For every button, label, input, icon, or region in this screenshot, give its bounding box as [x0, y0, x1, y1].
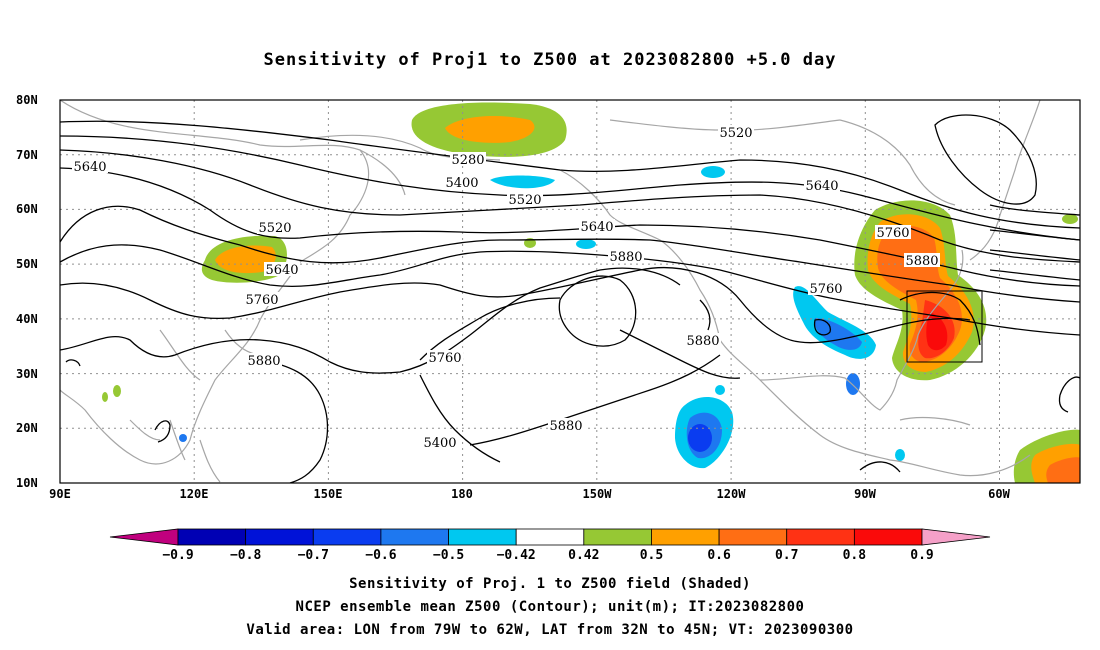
- colorbar-cell: [583, 528, 652, 546]
- colorbar-tick-label: 0.5: [640, 548, 663, 563]
- contour-label: 5520: [258, 221, 291, 236]
- contour-label: 5880: [905, 254, 938, 269]
- contour-label: 5880: [247, 354, 280, 369]
- colorbar-tick-label: −0.9: [162, 548, 193, 563]
- colorbar-arrow-left: [109, 528, 179, 546]
- lat-label: 10N: [16, 476, 38, 490]
- colorbar-tick-label: −0.8: [230, 548, 261, 563]
- colorbar-tick-label: −0.6: [365, 548, 396, 563]
- colorbar: −0.9 −0.8 −0.7 −0.6 −0.5 −0.42 0.42 0.5 0.6 0.7 0.…: [109, 528, 991, 563]
- contour-label: 5640: [73, 160, 106, 175]
- lon-label: 90E: [49, 487, 71, 501]
- contour-label: 5760: [876, 226, 909, 241]
- lat-label: 70N: [16, 148, 38, 162]
- lon-label: 150W: [583, 487, 613, 501]
- z500-contours: [60, 114, 1080, 483]
- colorbar-tick-label: 0.9: [910, 548, 933, 563]
- colorbar-cell: [651, 528, 720, 546]
- lat-labels: 80N 70N 60N 50N 40N 30N 20N 10N: [16, 93, 38, 490]
- colorbar-arrow-right: [921, 528, 991, 546]
- lon-label: 180: [451, 487, 473, 501]
- colorbar-cell: [718, 528, 788, 546]
- contour-label-bg: [246, 353, 282, 367]
- colorbar-cell: [515, 528, 585, 546]
- colorbar-tick-label: 0.8: [843, 548, 867, 563]
- lon-labels: 90E 120E 150E 180 150W 120W 90W 60W: [49, 487, 1010, 501]
- map-title: Sensitivity of Proj1 to Z500 at 20230828…: [263, 50, 837, 70]
- contour-label-bg: [804, 178, 840, 192]
- contour-label-bg: [875, 225, 911, 239]
- contour-label: 5400: [445, 176, 478, 191]
- caption-line-2: NCEP ensemble mean Z500 (Contour); unit(…: [295, 599, 805, 615]
- colorbar-cell: [312, 528, 382, 546]
- colorbar-cell: [853, 528, 923, 546]
- valid-area-box: [906, 290, 983, 363]
- contour-label: 5400: [423, 436, 456, 451]
- colorbar-cell: [177, 528, 247, 546]
- contour-label-bg: [718, 125, 754, 139]
- contour-label-bg: [579, 219, 615, 233]
- contour-label-bg: [444, 175, 480, 189]
- colorbar-tick-label: 0.7: [775, 548, 798, 563]
- lat-lon-gridlines: [60, 100, 1080, 483]
- contour-labels: 5640 5520 5640 5760 5880 5280 5400 5520 5640 5880…: [72, 125, 940, 451]
- contour-label-bg: [685, 333, 721, 347]
- contour-label: 5760: [428, 351, 461, 366]
- lat-label: 20N: [16, 421, 38, 435]
- contour-label-bg: [548, 418, 584, 432]
- contour-label: 5520: [508, 193, 541, 208]
- colorbar-cell: [245, 528, 314, 546]
- caption-block: Sensitivity of Proj. 1 to Z500 field (Sh…: [0, 573, 1100, 642]
- caption-line-3: Valid area: LON from 79W to 62W, LAT fro…: [246, 622, 854, 638]
- lon-label: 120E: [180, 487, 209, 501]
- contour-label-bg: [427, 350, 463, 364]
- contour-label-bg: [507, 192, 543, 206]
- contour-label-bg: [422, 435, 458, 449]
- colorbar-tick-label: 0.6: [707, 548, 731, 563]
- colorbar-tick-label: −0.42: [497, 548, 536, 563]
- lat-label: 60N: [16, 202, 38, 216]
- colorbar-cell: [380, 528, 449, 546]
- lat-label: 30N: [16, 367, 38, 381]
- contour-label-bg: [257, 220, 293, 234]
- colorbar-cell: [786, 528, 855, 546]
- contour-label: 5880: [549, 419, 582, 434]
- contour-label-bg: [808, 281, 844, 295]
- lon-label: 120W: [717, 487, 747, 501]
- lon-label: 90W: [854, 487, 876, 501]
- lon-label: 60W: [988, 487, 1010, 501]
- contour-label: 5280: [451, 153, 484, 168]
- contour-label: 5640: [265, 263, 298, 278]
- lon-label: 150E: [314, 487, 343, 501]
- colorbar-tick-label: −0.5: [433, 548, 464, 563]
- colorbar-tick-label: 0.42: [568, 548, 599, 563]
- contour-label: 5520: [719, 126, 752, 141]
- contour-label: 5640: [805, 179, 838, 194]
- map-frame: [59, 99, 1081, 484]
- contour-label: 5880: [609, 250, 642, 265]
- lat-label: 80N: [16, 93, 38, 107]
- colorbar-tick-label: −0.7: [298, 548, 329, 563]
- contour-label: 5760: [245, 293, 278, 308]
- lat-label: 50N: [16, 257, 38, 271]
- contour-label-bg: [72, 159, 108, 173]
- lat-label: 40N: [16, 312, 38, 326]
- caption-line-1: Sensitivity of Proj. 1 to Z500 field (Sh…: [349, 576, 751, 592]
- contour-label: 5640: [580, 220, 613, 235]
- contour-label-bg: [264, 262, 300, 276]
- contour-label: 5880: [686, 334, 719, 349]
- contour-label-bg: [608, 249, 644, 263]
- contour-label-bg: [244, 292, 280, 306]
- contour-label: 5760: [809, 282, 842, 297]
- colorbar-cell: [448, 528, 517, 546]
- contour-label-bg: [450, 152, 486, 166]
- sensitivity-shading: [102, 102, 1080, 483]
- contour-label-bg: [904, 253, 940, 267]
